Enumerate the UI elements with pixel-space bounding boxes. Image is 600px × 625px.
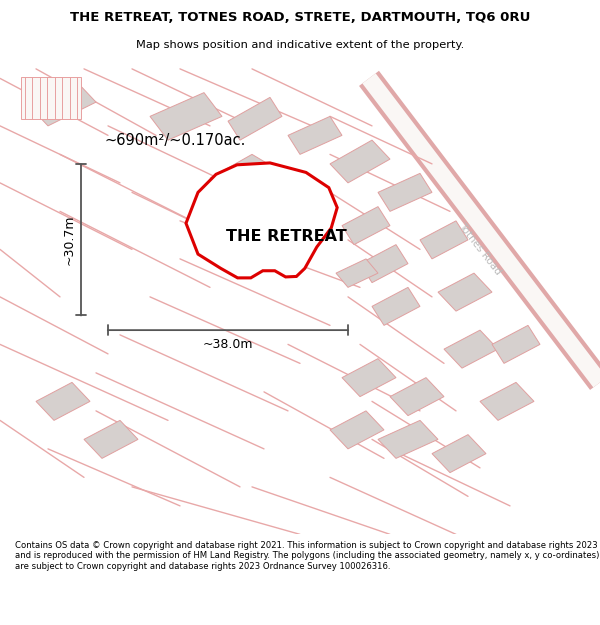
Polygon shape	[36, 382, 90, 421]
Text: Contains OS data © Crown copyright and database right 2021. This information is : Contains OS data © Crown copyright and d…	[15, 541, 599, 571]
Polygon shape	[390, 378, 444, 416]
Polygon shape	[336, 259, 378, 288]
Polygon shape	[492, 326, 540, 363]
Text: THE RETREAT, TOTNES ROAD, STRETE, DARTMOUTH, TQ6 0RU: THE RETREAT, TOTNES ROAD, STRETE, DARTMO…	[70, 11, 530, 24]
Polygon shape	[378, 421, 438, 458]
Text: Map shows position and indicative extent of the property.: Map shows position and indicative extent…	[136, 39, 464, 49]
Polygon shape	[432, 434, 486, 472]
Polygon shape	[480, 382, 534, 421]
Text: ~38.0m: ~38.0m	[203, 338, 253, 351]
Polygon shape	[342, 359, 396, 397]
Polygon shape	[360, 244, 408, 282]
Text: THE RETREAT: THE RETREAT	[226, 229, 347, 244]
Text: ~30.7m: ~30.7m	[62, 214, 76, 265]
Polygon shape	[150, 92, 222, 140]
Polygon shape	[30, 83, 96, 126]
Polygon shape	[420, 221, 468, 259]
Polygon shape	[186, 163, 337, 278]
Polygon shape	[210, 154, 276, 192]
Polygon shape	[288, 116, 342, 154]
Polygon shape	[330, 411, 384, 449]
Polygon shape	[84, 421, 138, 458]
Polygon shape	[438, 273, 492, 311]
Text: ~690m²/~0.170ac.: ~690m²/~0.170ac.	[105, 132, 247, 148]
Polygon shape	[342, 207, 390, 244]
Polygon shape	[330, 140, 390, 183]
Polygon shape	[378, 173, 432, 211]
Polygon shape	[228, 98, 282, 140]
Polygon shape	[21, 77, 81, 119]
Polygon shape	[444, 330, 498, 368]
Polygon shape	[372, 288, 420, 326]
Text: Totnes Road: Totnes Road	[457, 222, 503, 277]
